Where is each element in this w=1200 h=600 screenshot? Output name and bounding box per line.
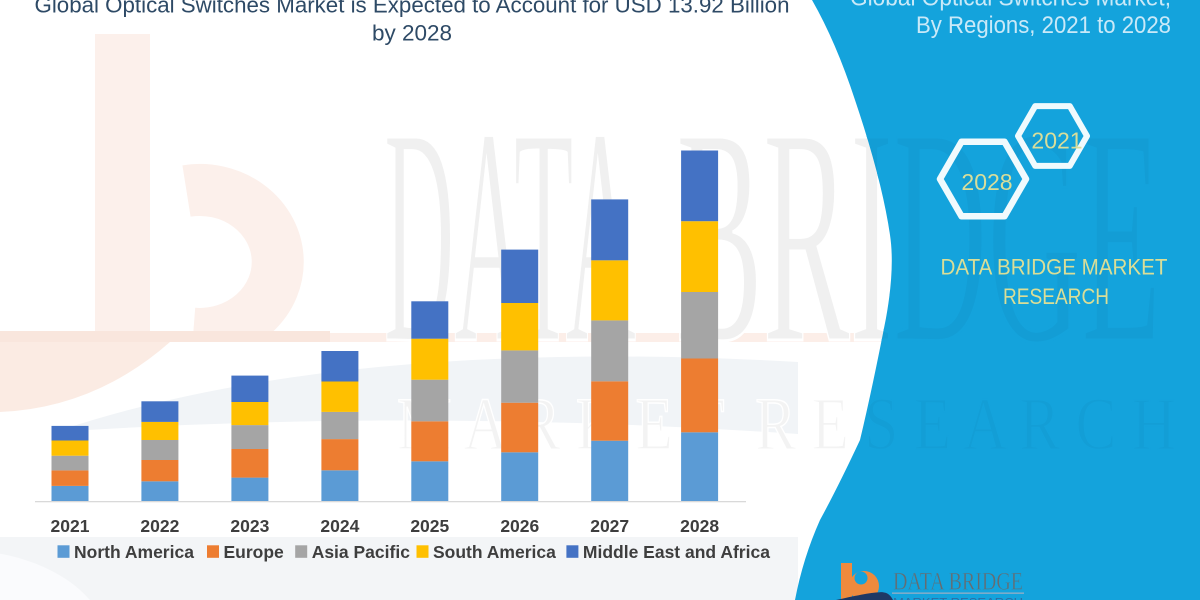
svg-text:2024: 2024: [320, 516, 359, 536]
svg-text:2021: 2021: [1031, 128, 1082, 154]
svg-text:RESEARCH: RESEARCH: [1003, 284, 1109, 309]
svg-text:DATA BRIDGE: DATA BRIDGE: [893, 569, 1023, 596]
svg-text:Europe: Europe: [224, 542, 285, 562]
svg-text:DATA BRIDGE MARKET: DATA BRIDGE MARKET: [941, 255, 1168, 280]
svg-text:2028: 2028: [680, 516, 719, 536]
svg-text:North America: North America: [74, 542, 194, 562]
svg-text:2022: 2022: [140, 516, 179, 536]
svg-text:South America: South America: [433, 542, 556, 562]
svg-text:By Regions, 2021 to 2028: By Regions, 2021 to 2028: [916, 12, 1171, 39]
svg-text:2021: 2021: [51, 516, 90, 536]
svg-text:2027: 2027: [590, 516, 629, 536]
svg-text:2026: 2026: [500, 516, 539, 536]
svg-text:2025: 2025: [410, 516, 449, 536]
svg-text:Middle East and Africa: Middle East and Africa: [583, 542, 770, 562]
svg-text:by 2028: by 2028: [372, 20, 452, 45]
svg-text:Global Optical Switches Market: Global Optical Switches Market is Expect…: [35, 0, 790, 18]
svg-text:MARKET RESEARCH: MARKET RESEARCH: [893, 598, 1023, 600]
svg-text:2023: 2023: [230, 516, 269, 536]
svg-text:2028: 2028: [961, 169, 1012, 195]
svg-text:Asia Pacific: Asia Pacific: [312, 542, 411, 562]
svg-text:Global Optical Switches Market: Global Optical Switches Market,: [850, 0, 1171, 12]
